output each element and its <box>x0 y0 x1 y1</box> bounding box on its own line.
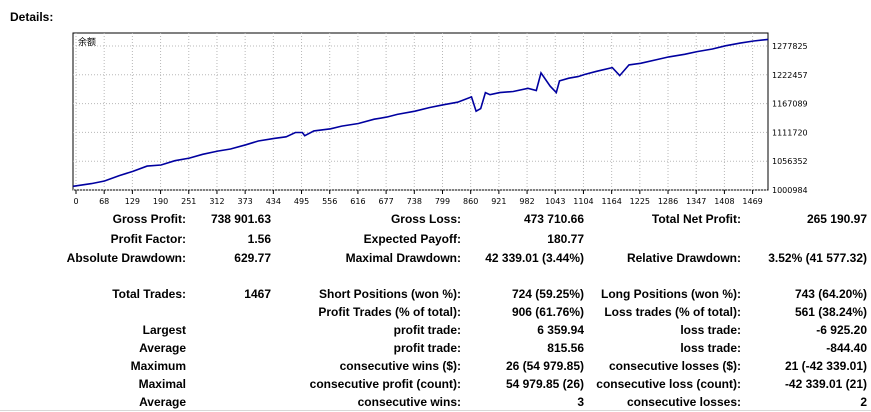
relative-drawdown-label: Relative Drawdown: <box>626 251 741 265</box>
details-heading: Details: <box>10 10 54 24</box>
x-tick-label: 434 <box>266 197 281 206</box>
largest-label: Largest <box>142 323 186 337</box>
gross-profit-value: 738 901.63 <box>210 212 271 226</box>
x-tick-label: 68 <box>99 197 109 206</box>
stats-panel: Gross Profit: 738 901.63 Gross Loss: 473… <box>0 210 871 410</box>
relative-drawdown-value: 3.52% (41 577.32) <box>768 251 867 265</box>
x-tick-label: 738 <box>407 197 422 206</box>
average-consecutive-losses-label: consecutive losses: <box>626 395 741 409</box>
average-consecutive-losses-value: 2 <box>860 395 867 409</box>
x-tick-label: 251 <box>181 197 196 206</box>
loss-trades-label: Loss trades (% of total): <box>604 305 741 319</box>
x-tick-label: 1286 <box>658 197 678 206</box>
expected-payoff-label: Expected Payoff: <box>363 232 461 246</box>
x-tick-label: 982 <box>519 197 534 206</box>
gross-loss-label: Gross Loss: <box>390 212 461 226</box>
absolute-drawdown-label: Absolute Drawdown: <box>66 251 186 265</box>
average-consecutive-wins-value: 3 <box>577 395 584 409</box>
maximum-losses-label: consecutive losses ($): <box>608 359 741 373</box>
short-positions-label: Short Positions (won %): <box>319 287 461 301</box>
maximal-loss-label: consecutive loss (count): <box>596 377 741 391</box>
profit-factor-value: 1.56 <box>247 232 271 246</box>
average-consecutive-wins-label: consecutive wins: <box>357 395 461 409</box>
x-tick-label: 799 <box>435 197 450 206</box>
maximal-loss-value: -42 339.01 (21) <box>784 377 867 391</box>
total-trades-label: Total Trades: <box>112 287 186 301</box>
x-tick-label: 556 <box>322 197 337 206</box>
y-tick-label: 1167089 <box>772 100 808 109</box>
chart-title: 余额 <box>78 36 96 48</box>
average-profit-value: 815.56 <box>547 341 584 355</box>
maximal-profit-value: 54 979.85 (26) <box>505 377 584 391</box>
expected-payoff-value: 180.77 <box>547 232 584 246</box>
average-profit-label: profit trade: <box>393 341 461 355</box>
short-positions-value: 724 (59.25%) <box>511 287 584 301</box>
average-loss-label: loss trade: <box>680 341 741 355</box>
x-tick-label: 1408 <box>714 197 734 206</box>
x-tick-label: 312 <box>209 197 224 206</box>
largest-profit-label: profit trade: <box>393 323 461 337</box>
maximum-losses-value: 21 (-42 339.01) <box>784 359 867 373</box>
average-loss-value: -844.40 <box>826 341 867 355</box>
total-trades-value: 1467 <box>244 287 271 301</box>
long-positions-value: 743 (64.20%) <box>794 287 867 301</box>
x-tick-label: 1469 <box>742 197 762 206</box>
y-tick-label: 1000984 <box>772 186 808 195</box>
profit-trades-label: Profit Trades (% of total): <box>318 305 461 319</box>
x-tick-label: 1164 <box>601 197 621 206</box>
chart-frame <box>72 32 769 191</box>
x-axis: 0 68 129 190 251 312 373 434 495 556 616 677 738 799 8… <box>73 190 763 206</box>
maximal-drawdown-label: Maximal Drawdown: <box>345 251 461 265</box>
average-label: Average <box>139 341 186 355</box>
balance-chart-svg: 余额 0 68 129 190 251 312 373 434 495 556 616 677 738 7… <box>72 32 808 206</box>
largest-profit-value: 6 359.94 <box>537 323 584 337</box>
bottom-divider <box>0 410 871 411</box>
gross-loss-value: 473 710.66 <box>523 212 584 226</box>
x-tick-label: 495 <box>294 197 309 206</box>
average-consecutive-label: Average <box>139 395 186 409</box>
profit-factor-label: Profit Factor: <box>110 232 186 246</box>
x-tick-label: 1043 <box>545 197 565 206</box>
x-tick-label: 921 <box>491 197 506 206</box>
x-tick-label: 1225 <box>630 197 650 206</box>
largest-loss-value: -6 925.20 <box>816 323 867 337</box>
y-tick-label: 1222457 <box>772 71 808 80</box>
maximal-profit-label: consecutive profit (count): <box>309 377 461 391</box>
y-tick-label: 1277825 <box>772 42 808 51</box>
x-tick-label: 373 <box>238 197 253 206</box>
largest-loss-label: loss trade: <box>680 323 741 337</box>
x-tick-label: 190 <box>153 197 168 206</box>
x-tick-label: 860 <box>463 197 478 206</box>
maximal-drawdown-value: 42 339.01 (3.44%) <box>485 251 584 265</box>
balance-line <box>72 38 769 188</box>
profit-trades-value: 906 (61.76%) <box>511 305 584 319</box>
gross-profit-label: Gross Profit: <box>112 212 186 226</box>
maximum-label: Maximum <box>130 359 186 373</box>
long-positions-label: Long Positions (won %): <box>601 287 741 301</box>
x-tick-label: 0 <box>73 197 78 206</box>
x-tick-label: 1347 <box>686 197 706 206</box>
maximal-label: Maximal <box>138 377 186 391</box>
maximum-wins-label: consecutive wins ($): <box>339 359 461 373</box>
y-axis: 1277825 1222457 1167089 1111720 1056352 10009… <box>772 42 808 195</box>
loss-trades-value: 561 (38.24%) <box>794 305 867 319</box>
x-tick-label: 129 <box>125 197 140 206</box>
y-tick-label: 1056352 <box>772 157 808 166</box>
total-net-profit-label: Total Net Profit: <box>651 212 741 226</box>
y-tick-label: 1111720 <box>772 128 808 137</box>
chart-grid <box>73 33 768 191</box>
absolute-drawdown-value: 629.77 <box>234 251 271 265</box>
x-tick-label: 1104 <box>573 197 593 206</box>
x-tick-label: 677 <box>378 197 393 206</box>
maximum-wins-value: 26 (54 979.85) <box>505 359 584 373</box>
x-tick-label: 616 <box>350 197 365 206</box>
total-net-profit-value: 265 190.97 <box>806 212 867 226</box>
balance-chart: 余额 0 68 129 190 251 312 373 434 495 556 616 677 738 7… <box>72 32 808 206</box>
